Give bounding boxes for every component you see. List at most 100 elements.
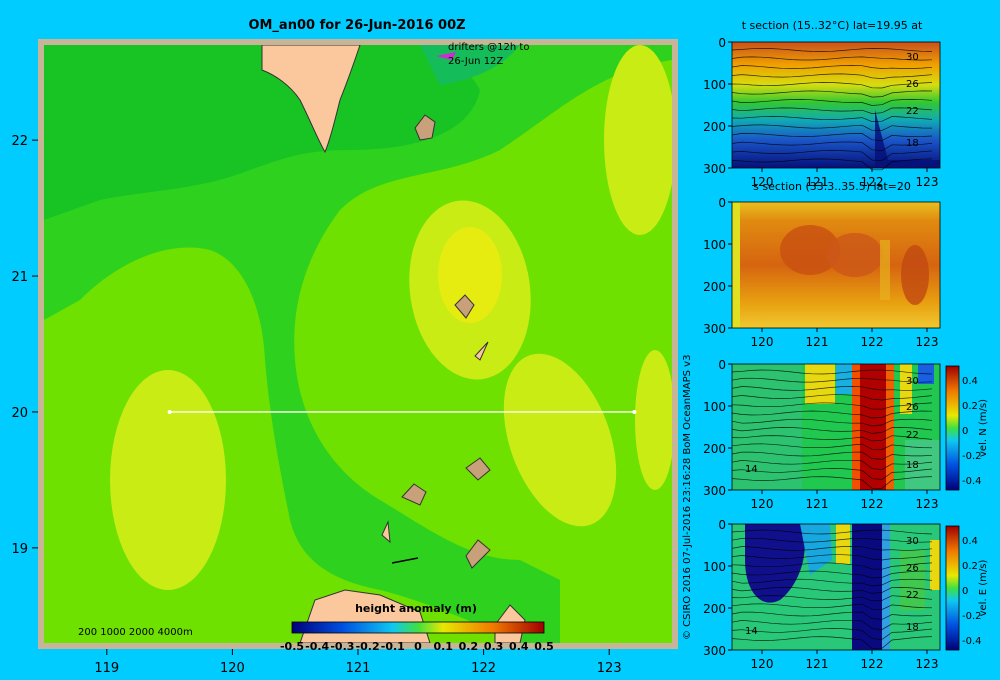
section-xtick-label: 120 <box>751 175 774 189</box>
vel-colorbar-tick-label: 0 <box>962 586 968 597</box>
map-ytick-label: 19 <box>11 542 28 557</box>
isotherm <box>731 578 933 587</box>
isotherm <box>731 435 933 442</box>
colorbar-tick-label: 0 <box>414 640 422 653</box>
isotherm <box>731 369 933 375</box>
vel-n-colorbar <box>945 365 960 491</box>
isotherm <box>731 48 933 52</box>
section-ytick-label: 300 <box>703 484 726 498</box>
colorbar-tick-label: -0.1 <box>381 640 405 653</box>
map-ytick-label: 20 <box>11 406 28 421</box>
colorbar-tick-label: -0.3 <box>330 640 354 653</box>
isotherm <box>731 619 933 630</box>
isotherm <box>731 427 933 434</box>
section-xtick-label: 122 <box>861 497 884 511</box>
isotherm <box>731 65 933 69</box>
map-xtick-label: 121 <box>346 661 371 676</box>
section-ytick-label: 0 <box>718 196 726 210</box>
t-label-26: 26 <box>906 79 919 90</box>
isotherm <box>731 459 933 470</box>
section-ytick-label: 0 <box>718 36 726 50</box>
isotherm <box>731 476 933 489</box>
isotherm <box>731 554 933 561</box>
isotherm <box>731 570 933 579</box>
height-colorbar <box>291 621 545 634</box>
section-frame <box>731 41 941 169</box>
section-frame <box>731 363 941 491</box>
section-xtick-label: 121 <box>806 657 829 671</box>
isotherm <box>731 99 933 106</box>
section-ytick-label: 0 <box>718 358 726 372</box>
isotherm <box>731 158 933 171</box>
depth-legend: 200 1000 2000 4000m <box>78 627 193 638</box>
isotherm <box>731 611 933 620</box>
vel-e-colorbar <box>945 525 960 651</box>
colorbar-tick-label: 0.4 <box>509 640 529 653</box>
isotherm <box>731 468 933 480</box>
section-ytick-label: 200 <box>703 602 726 616</box>
ve-label-26: 26 <box>906 563 919 574</box>
section-xtick-label: 120 <box>751 497 774 511</box>
section-xtick-label: 122 <box>861 175 884 189</box>
ve-label-18: 18 <box>906 622 919 633</box>
t-label-30: 30 <box>906 52 919 63</box>
t-section-title: t section (15..32°C) lat=19.95 at <box>742 19 923 32</box>
isotherm <box>731 529 933 535</box>
section-frame <box>731 523 941 651</box>
isotherm <box>731 56 933 61</box>
ve-label-22: 22 <box>906 590 919 601</box>
isotherm <box>731 628 933 640</box>
isotherm <box>731 537 933 543</box>
map-xtick-label: 123 <box>597 661 622 676</box>
section-xtick-label: 121 <box>806 175 829 189</box>
colorbar-tick-label: -0.4 <box>305 640 329 653</box>
isotherm <box>731 377 933 383</box>
isotherm <box>731 402 933 410</box>
section-ytick-label: 300 <box>703 162 726 176</box>
vel-colorbar-tick-label: 0.2 <box>962 561 978 572</box>
t-label-22: 22 <box>906 106 919 117</box>
colorbar-tick-label: 0.3 <box>484 640 504 653</box>
t-section-plot <box>732 42 940 168</box>
credit-text: © CSIRO 2016 07-Jul-2016 23:16:28 BoM Oc… <box>682 355 693 640</box>
isotherm <box>731 636 933 649</box>
isotherm <box>731 562 933 570</box>
colorbar-ticks: -0.5 -0.4 -0.3 -0.2 -0.1 0 0.1 0.2 0.3 0.4 0.5 <box>280 640 554 653</box>
map-ytick-label: 22 <box>11 134 28 149</box>
map-axis-ticks: 119 120 121 122 123 19 20 21 22 <box>11 134 621 676</box>
vel-n-label: vel. N (m/s) <box>978 399 989 457</box>
ve-label-14: 14 <box>745 626 758 637</box>
section-frame <box>731 201 941 329</box>
isotherm <box>731 82 933 89</box>
isotherm <box>731 587 933 594</box>
section-ytick-label: 200 <box>703 280 726 294</box>
vel-colorbar-tick-label: 0 <box>962 426 968 437</box>
isotherm <box>731 443 933 450</box>
isotherm <box>731 410 933 419</box>
ve-label-30: 30 <box>906 536 919 547</box>
section-xtick-label: 120 <box>751 335 774 349</box>
vn-label-30: 30 <box>906 376 919 387</box>
colorbar-title: height anomaly (m) <box>355 602 477 615</box>
colorbar-tick-label: -0.5 <box>280 640 304 653</box>
isotherm <box>731 603 933 610</box>
section-ytick-label: 300 <box>703 322 726 336</box>
colorbar-tick-label: 0.1 <box>433 640 453 653</box>
isotherm <box>731 595 933 602</box>
isotherm <box>731 73 933 79</box>
section-xtick-label: 123 <box>916 175 939 189</box>
vel-colorbar-ticks: 0.4 0.2 0 -0.2 -0.4 0.4 0.2 0 -0.2 -0.4 <box>962 376 982 647</box>
section-xtick-label: 123 <box>916 657 939 671</box>
s-section-title: s section (33.3..35.5) lat=20 <box>753 180 911 193</box>
section-ytick-label: 300 <box>703 644 726 658</box>
section-ytick-label: 100 <box>703 238 726 252</box>
t-label-18: 18 <box>906 138 919 149</box>
map-ytick-label: 21 <box>11 270 28 285</box>
section-xtick-label: 122 <box>861 657 884 671</box>
section-ytick-label: 200 <box>703 442 726 456</box>
section-ytick-label: 0 <box>718 518 726 532</box>
section-xtick-label: 122 <box>861 335 884 349</box>
drifters-label-1: drifters @12h to <box>448 42 529 53</box>
vel-colorbar-tick-label: -0.2 <box>962 611 982 622</box>
